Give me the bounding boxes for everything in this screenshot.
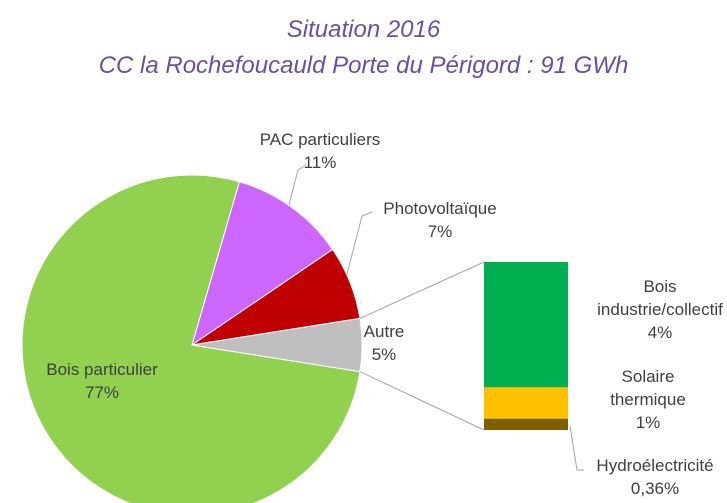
connector-line	[359, 371, 485, 431]
bar-segment	[484, 387, 568, 419]
pie-slice	[21, 174, 361, 503]
label-value: 7%	[427, 222, 453, 241]
chart-subtitle: CC la Rochefoucauld Porte du Périgord : …	[98, 52, 629, 79]
label-value: 77%	[84, 383, 120, 402]
label-name: Solaire thermique	[610, 367, 686, 409]
label-value: 5%	[371, 345, 397, 364]
label-name: Photovoltaïque	[383, 199, 497, 218]
label-name: Bois industrie/collectif	[597, 277, 723, 319]
data-label: Hydroélectricité 0,36%	[575, 454, 727, 500]
label-value: 1%	[635, 413, 661, 432]
data-label: Autre 5%	[344, 320, 424, 366]
chart-title: Situation 2016	[286, 16, 441, 43]
label-name: PAC particuliers	[259, 130, 381, 149]
data-label: PAC particuliers 11%	[240, 128, 400, 174]
bar-segment	[484, 418, 568, 430]
connector-line	[359, 261, 485, 319]
data-label: Solaire thermique 1%	[598, 365, 698, 434]
data-label: Bois particulier 77%	[22, 358, 182, 404]
label-name: Autre	[363, 322, 405, 341]
leader-line	[569, 425, 584, 471]
data-label: Bois industrie/collectif 4%	[585, 275, 727, 344]
bar-segment	[484, 262, 568, 388]
leader-line	[345, 211, 373, 279]
label-name: Bois particulier	[46, 360, 158, 379]
label-value: 0,36%	[630, 479, 680, 498]
label-value: 11%	[303, 153, 337, 172]
leader-line	[286, 164, 307, 213]
pie-slice	[191, 181, 334, 347]
data-label: Photovoltaïque 7%	[360, 197, 520, 243]
label-name: Hydroélectricité	[596, 456, 714, 475]
pie-slice	[191, 317, 363, 373]
label-value: 4%	[647, 323, 673, 342]
